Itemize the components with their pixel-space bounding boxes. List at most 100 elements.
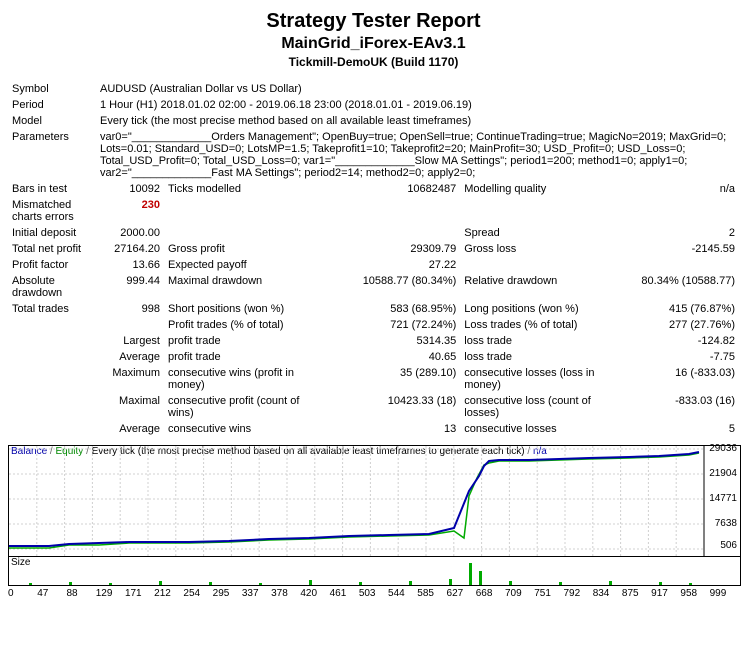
maximal-cl-label: consecutive loss (count of losses) xyxy=(460,393,621,421)
x-axis-label: 585 xyxy=(417,588,446,599)
trades-value: 998 xyxy=(96,301,164,317)
pf-value: 13.66 xyxy=(96,257,164,273)
long-value: 415 (76.87%) xyxy=(621,301,739,317)
max-cl-label: consecutive losses (loss in money) xyxy=(460,365,621,393)
period-value: 1 Hour (H1) 2018.01.02 02:00 - 2019.06.1… xyxy=(96,97,739,113)
maxdd-value: 10588.77 (80.34%) xyxy=(322,273,460,301)
x-axis-label: 834 xyxy=(593,588,622,599)
maximal-label: Maximal xyxy=(96,393,164,421)
grossprofit-value: 29309.79 xyxy=(322,241,460,257)
ltrades-label: Loss trades (% of total) xyxy=(460,317,621,333)
max-cw-label: consecutive wins (profit in money) xyxy=(164,365,322,393)
bars-value: 10092 xyxy=(96,181,164,197)
x-axis-label: 0 xyxy=(8,588,37,599)
size-chart: Size xyxy=(8,557,741,586)
y-axis-label: 21904 xyxy=(709,468,737,479)
y-axis-label: 506 xyxy=(720,540,737,551)
x-axis-label: 171 xyxy=(125,588,154,599)
avg-lt-label: loss trade xyxy=(460,349,621,365)
average-label: Average xyxy=(96,349,164,365)
avg-pt-value: 40.65 xyxy=(322,349,460,365)
broker-name: Tickmill-DemoUK (Build 1170) xyxy=(8,55,739,69)
y-axis-label: 7638 xyxy=(715,518,737,529)
trades-label: Total trades xyxy=(8,301,96,317)
x-axis-label: 337 xyxy=(242,588,271,599)
largest-pt-value: 5314.35 xyxy=(322,333,460,349)
grossloss-label: Gross loss xyxy=(460,241,621,257)
size-svg xyxy=(9,557,740,585)
ticks-value: 10682487 xyxy=(322,181,460,197)
deposit-value: 2000.00 xyxy=(96,225,164,241)
avgcons-cl-label: consecutive losses xyxy=(460,421,621,437)
reldd-value: 80.34% (10588.77) xyxy=(621,273,739,301)
avg-lt-value: -7.75 xyxy=(621,349,739,365)
x-axis-label: 461 xyxy=(330,588,359,599)
x-axis-label: 47 xyxy=(37,588,66,599)
symbol-label: Symbol xyxy=(8,81,96,97)
x-axis-label: 254 xyxy=(183,588,212,599)
ltrades-value: 277 (27.76%) xyxy=(621,317,739,333)
x-axis-label: 295 xyxy=(213,588,242,599)
ea-name: MainGrid_iForex-EAv3.1 xyxy=(8,35,739,53)
mismatch-label: Mismatched charts errors xyxy=(8,197,96,225)
max-cw-value: 35 (289.10) xyxy=(322,365,460,393)
avgcons-cl-value: 5 xyxy=(621,421,739,437)
x-axis-label: 958 xyxy=(680,588,709,599)
avgcons-cw-value: 13 xyxy=(322,421,460,437)
info-table: SymbolAUDUSD (Australian Dollar vs US Do… xyxy=(8,81,739,437)
long-label: Long positions (won %) xyxy=(460,301,621,317)
avg-pt-label: profit trade xyxy=(164,349,322,365)
x-axis-label: 212 xyxy=(154,588,183,599)
report-title: Strategy Tester Report xyxy=(8,10,739,33)
largest-lt-value: -124.82 xyxy=(621,333,739,349)
x-axis-label: 129 xyxy=(96,588,125,599)
largest-pt-label: profit trade xyxy=(164,333,322,349)
ptrades-value: 721 (72.24%) xyxy=(322,317,460,333)
x-axis-label: 792 xyxy=(563,588,592,599)
equity-chart: Balance / Equity / Every tick (the most … xyxy=(8,445,741,557)
x-axis-label: 627 xyxy=(447,588,476,599)
x-axis-label: 875 xyxy=(622,588,651,599)
chart-svg xyxy=(9,446,740,556)
maximal-cp-label: consecutive profit (count of wins) xyxy=(164,393,322,421)
model-label: Model xyxy=(8,113,96,129)
x-axis-label: 420 xyxy=(300,588,329,599)
pf-label: Profit factor xyxy=(8,257,96,273)
avgcons-label: Average xyxy=(96,421,164,437)
maximum-label: Maximum xyxy=(96,365,164,393)
x-axis-label: 503 xyxy=(359,588,388,599)
deposit-label: Initial deposit xyxy=(8,225,96,241)
x-axis-label: 709 xyxy=(505,588,534,599)
quality-value: n/a xyxy=(621,181,739,197)
x-axis: 0478812917121225429533737842046150354458… xyxy=(8,588,739,599)
ptrades-label: Profit trades (% of total) xyxy=(164,317,322,333)
bars-label: Bars in test xyxy=(8,181,96,197)
parameters-value: var0="_____________Orders Management"; O… xyxy=(96,129,739,181)
avgcons-cw-label: consecutive wins xyxy=(164,421,322,437)
symbol-value: AUDUSD (Australian Dollar vs US Dollar) xyxy=(96,81,739,97)
x-axis-label: 999 xyxy=(710,588,739,599)
maxdd-label: Maximal drawdown xyxy=(164,273,322,301)
x-axis-label: 544 xyxy=(388,588,417,599)
y-axis-label: 14771 xyxy=(709,493,737,504)
maximal-cp-value: 10423.33 (18) xyxy=(322,393,460,421)
max-cl-value: 16 (-833.03) xyxy=(621,365,739,393)
dd-value: 999.44 xyxy=(96,273,164,301)
x-axis-label: 751 xyxy=(534,588,563,599)
quality-label: Modelling quality xyxy=(460,181,621,197)
reldd-label: Relative drawdown xyxy=(460,273,621,301)
x-axis-label: 668 xyxy=(476,588,505,599)
dd-label: Absolute drawdown xyxy=(8,273,96,301)
short-label: Short positions (won %) xyxy=(164,301,322,317)
maximal-cl-value: -833.03 (16) xyxy=(621,393,739,421)
spread-value: 2 xyxy=(621,225,739,241)
spread-label: Spread xyxy=(460,225,621,241)
x-axis-label: 378 xyxy=(271,588,300,599)
largest-label: Largest xyxy=(96,333,164,349)
grossloss-value: -2145.59 xyxy=(621,241,739,257)
period-label: Period xyxy=(8,97,96,113)
grossprofit-label: Gross profit xyxy=(164,241,322,257)
payoff-label: Expected payoff xyxy=(164,257,322,273)
ticks-label: Ticks modelled xyxy=(164,181,322,197)
x-axis-label: 917 xyxy=(651,588,680,599)
